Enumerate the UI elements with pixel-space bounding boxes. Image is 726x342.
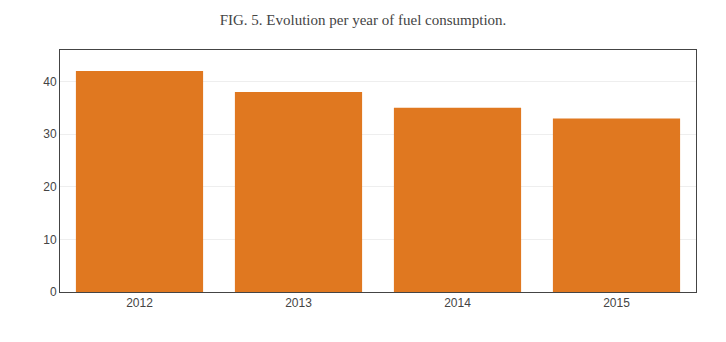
svg-text:2015: 2015: [603, 296, 630, 310]
svg-text:30: 30: [43, 127, 57, 141]
svg-text:20: 20: [43, 180, 57, 194]
svg-text:0: 0: [50, 285, 57, 299]
svg-text:FIG. 5. Evolution per year of: FIG. 5. Evolution per year of fuel consu…: [220, 12, 507, 28]
svg-text:40: 40: [43, 75, 57, 89]
svg-text:2012: 2012: [126, 296, 153, 310]
svg-text:10: 10: [43, 233, 57, 247]
svg-text:2014: 2014: [444, 296, 471, 310]
svg-text:2013: 2013: [285, 296, 312, 310]
